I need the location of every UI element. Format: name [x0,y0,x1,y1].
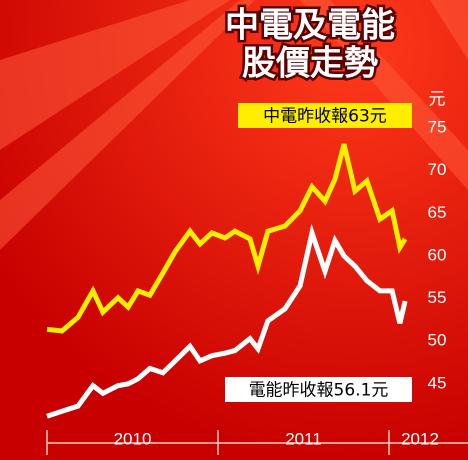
annotation: 中電昨收報63元 [263,107,387,127]
annotation-box [238,103,412,128]
y-tick-label: 45 [428,373,447,392]
y-tick-label: 55 [428,288,447,307]
y-tick-label: 50 [428,331,447,350]
chart-title: 中電及電能 [225,6,395,46]
y-tick-label: 60 [428,245,447,264]
y-tick-label: 75 [428,117,447,136]
annotation: 電能昨收報56.1元 [249,381,389,401]
rays [0,0,468,250]
annotation-box [225,377,412,402]
chart-title: 股價走勢 [242,44,378,84]
y-tick-label: 65 [428,203,447,222]
y-unit: 元 [429,89,446,108]
x-tick-label: 2011 [285,429,322,448]
x-tick-label: 2012 [401,429,439,448]
y-tick-label: 70 [428,160,447,179]
line [46,223,408,419]
x-tick-label: 2010 [114,429,152,448]
line [46,143,408,334]
